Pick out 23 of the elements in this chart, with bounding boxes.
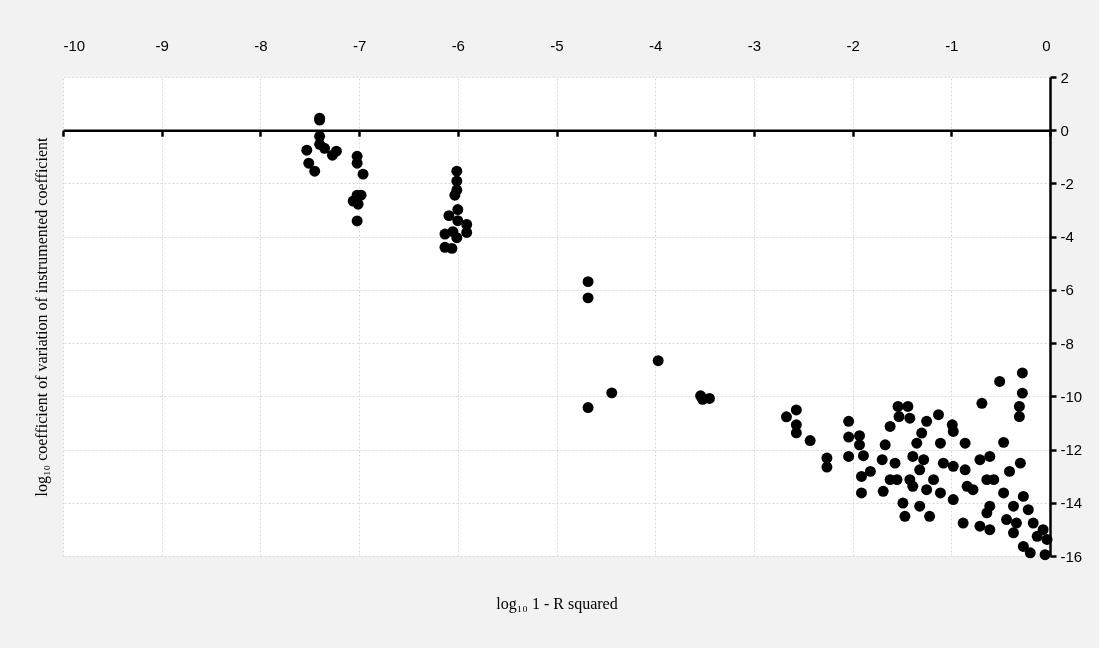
- y-tick-label: -12: [1060, 441, 1083, 459]
- x-tick-label: -8: [254, 36, 268, 54]
- x-tick-label: -1: [945, 36, 959, 54]
- y-tick-label: -4: [1060, 228, 1074, 246]
- x-tick-label: -4: [649, 36, 663, 54]
- y-tick-label: 0: [1060, 121, 1069, 139]
- y-tick-label: -16: [1060, 547, 1083, 565]
- x-tick-label: 0: [1042, 36, 1051, 54]
- y-tick-label: -2: [1060, 174, 1074, 192]
- x-tick-label: -3: [747, 36, 762, 54]
- x-tick-label: -5: [550, 36, 564, 54]
- x-tick-label: -6: [451, 36, 465, 54]
- y-tick-label: -6: [1060, 281, 1074, 299]
- y-axis-title: log₁₀ coefficient of variation of instrumented coefficient: [32, 137, 51, 497]
- x-tick-label: -7: [352, 36, 367, 54]
- y-tick-label: -14: [1060, 494, 1083, 512]
- x-tick-label: -9: [155, 36, 169, 54]
- y-tick-label: -10: [1060, 387, 1083, 405]
- y-tick-label: 2: [1060, 68, 1069, 86]
- x-tick-label: -2: [846, 36, 860, 54]
- x-tick-label: -10: [63, 36, 86, 54]
- y-tick-label: -8: [1060, 334, 1074, 352]
- x-axis-title: log₁₀ 1 - R squared: [496, 594, 618, 613]
